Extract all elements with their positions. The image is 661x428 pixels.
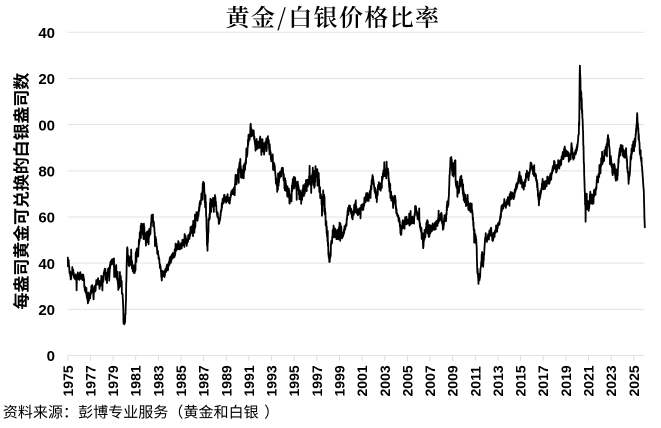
svg-text:1991: 1991 [241,365,257,396]
svg-text:1997: 1997 [309,365,325,396]
svg-text:1987: 1987 [196,365,212,396]
svg-text:2003: 2003 [377,365,393,396]
svg-text:0: 0 [47,348,55,365]
svg-text:2021: 2021 [581,365,597,396]
svg-text:2005: 2005 [399,365,415,396]
svg-text:1999: 1999 [331,365,347,396]
svg-text:2013: 2013 [490,365,506,396]
svg-text:1983: 1983 [150,365,166,396]
svg-text:2017: 2017 [535,365,551,396]
svg-text:1993: 1993 [264,365,280,396]
svg-text:40: 40 [38,25,55,42]
svg-text:1981: 1981 [128,365,144,396]
svg-text:60: 60 [38,210,55,227]
svg-text:1977: 1977 [82,365,98,396]
svg-text:40: 40 [38,256,55,273]
svg-text:2007: 2007 [422,365,438,396]
svg-text:2025: 2025 [626,365,642,396]
svg-text:20: 20 [38,302,55,319]
svg-text:2019: 2019 [558,365,574,396]
svg-text:20: 20 [38,71,55,88]
svg-text:2011: 2011 [467,366,483,397]
svg-text:00: 00 [38,117,55,134]
svg-text:2023: 2023 [603,365,619,396]
svg-text:1995: 1995 [286,365,302,396]
svg-text:1989: 1989 [218,365,234,396]
svg-text:2009: 2009 [445,365,461,396]
svg-text:80: 80 [38,163,55,180]
svg-text:1985: 1985 [173,365,189,396]
svg-text:2001: 2001 [354,365,370,396]
svg-text:1975: 1975 [60,365,76,396]
svg-text:2015: 2015 [513,365,529,396]
svg-text:1979: 1979 [105,365,121,396]
